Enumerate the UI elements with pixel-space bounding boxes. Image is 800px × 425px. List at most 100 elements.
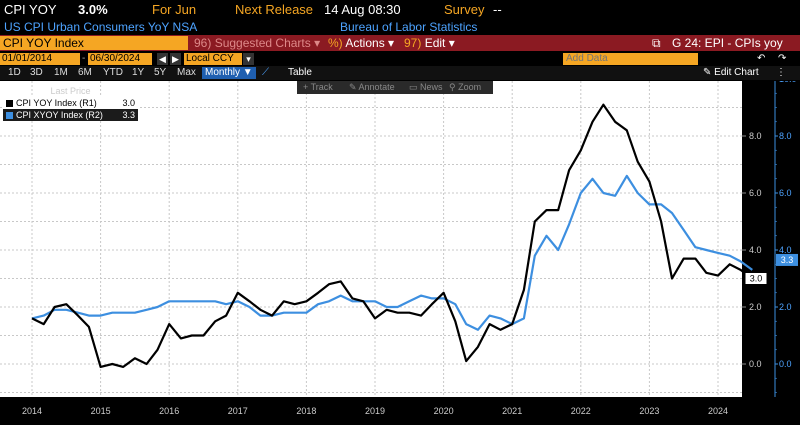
last-value: 3.0% bbox=[78, 2, 108, 17]
x-tick-label: 2016 bbox=[159, 406, 179, 416]
security-header: CPI YOY 3.0% For Jun Next Release 14 Aug… bbox=[0, 0, 800, 19]
y-right-tick-label: 4.0 bbox=[779, 245, 792, 255]
edit-chart-button[interactable]: ✎ Edit Chart bbox=[703, 67, 759, 79]
more-options-icon[interactable]: ⋮ bbox=[776, 67, 786, 78]
date-range-row: - ◀ ▶ ▾ ↶ ↷ bbox=[0, 53, 800, 65]
actions-menu[interactable]: %) Actions ▾ bbox=[328, 36, 395, 50]
start-date-input[interactable] bbox=[0, 53, 80, 65]
x-tick-label: 2019 bbox=[365, 406, 385, 416]
suggested-charts-menu[interactable]: 96) Suggested Charts ▾ bbox=[194, 36, 321, 50]
legend-title: Last Price bbox=[50, 86, 91, 96]
last-value-badge-cpi bbox=[744, 272, 768, 285]
x-tick-label: 2020 bbox=[434, 406, 454, 416]
series-cpi-yoy bbox=[31, 103, 753, 368]
legend-item-cpi[interactable]: CPI YOY Index (R1) 3.0 bbox=[3, 97, 138, 109]
track-label: Track bbox=[310, 82, 333, 92]
currency-select[interactable] bbox=[184, 53, 242, 65]
news-label: News bbox=[420, 82, 443, 92]
right-axis-area bbox=[742, 81, 800, 425]
security-description: US CPI Urban Consumers YoY NSA bbox=[4, 20, 198, 34]
survey-value: -- bbox=[493, 2, 502, 17]
release-period: For Jun bbox=[152, 2, 197, 17]
currency-dropdown-icon[interactable]: ▾ bbox=[243, 53, 254, 65]
period-6m[interactable]: 6M bbox=[78, 67, 92, 78]
legend-item-core[interactable]: CPI XYOY Index (R2) 3.3 bbox=[3, 109, 138, 121]
bottom-axis-area bbox=[0, 397, 800, 425]
annotate-label: Annotate bbox=[358, 82, 395, 92]
news-tool[interactable]: ▭ News bbox=[409, 82, 443, 92]
end-date-input[interactable] bbox=[88, 53, 152, 65]
x-tick-label: 2021 bbox=[502, 406, 522, 416]
period-3d[interactable]: 3D bbox=[30, 67, 43, 78]
legend-swatch-core bbox=[6, 112, 13, 120]
edit-label: Edit bbox=[424, 36, 446, 50]
y-left-tick-label: 6.0 bbox=[749, 188, 762, 198]
ticker-label: CPI YOY bbox=[4, 2, 57, 17]
y-left-tick-label: 8.0 bbox=[749, 131, 762, 141]
y-right-tick-label: 0.0 bbox=[779, 359, 792, 369]
x-tick-label: 2014 bbox=[22, 406, 42, 416]
x-tick-label: 2023 bbox=[639, 406, 659, 416]
last-value-text-cpi: 3.0 bbox=[750, 274, 763, 284]
data-source: Bureau of Labor Statistics bbox=[340, 20, 478, 34]
next-release-label: Next Release bbox=[235, 2, 314, 17]
edit-menu[interactable]: 97) Edit ▾ bbox=[404, 36, 455, 50]
x-tick-label: 2018 bbox=[296, 406, 316, 416]
y-right-tick-label: 6.0 bbox=[779, 188, 792, 198]
x-tick-label: 2022 bbox=[571, 406, 591, 416]
launch-icon[interactable]: ⧉ bbox=[652, 36, 661, 50]
cpi-line-chart: 2014 2015 2016 2017 2018 2019 2020 2021 2022 2023… bbox=[0, 81, 800, 425]
x-tick-label: 2017 bbox=[228, 406, 248, 416]
series-cpi-xyoy bbox=[31, 174, 753, 331]
edit-num: 97) bbox=[404, 36, 422, 50]
survey-label: Survey bbox=[444, 2, 485, 17]
x-tick-label: 2015 bbox=[91, 406, 111, 416]
next-release-time: 14 Aug 08:30 bbox=[324, 2, 401, 17]
y-left-tick-label: 0.0 bbox=[749, 359, 762, 369]
track-tool[interactable]: + Track bbox=[303, 82, 333, 92]
undo-icon[interactable]: ↶ bbox=[757, 53, 766, 64]
y-left-tick-label: 2.0 bbox=[749, 302, 762, 312]
legend-value-core: 3.3 bbox=[122, 110, 135, 120]
add-data-input[interactable] bbox=[563, 53, 698, 65]
frequency-select[interactable]: Monthly ▼ bbox=[202, 67, 256, 79]
suggested-charts-num: 96) bbox=[194, 36, 212, 50]
period-1y[interactable]: 1Y bbox=[132, 67, 145, 78]
line-chart-icon[interactable]: ⟋ bbox=[262, 67, 269, 78]
edit-chart-label: Edit Chart bbox=[714, 67, 759, 78]
annotate-tool[interactable]: ✎ Annotate bbox=[349, 82, 395, 92]
legend-label-core: CPI XYOY Index (R2) bbox=[16, 110, 103, 120]
toolbar: 96) Suggested Charts ▾ %) Actions ▾ 97) … bbox=[0, 35, 800, 51]
y-right-tick-label: 2.0 bbox=[779, 302, 792, 312]
period-max[interactable]: Max bbox=[177, 67, 196, 78]
security-input[interactable] bbox=[0, 36, 188, 50]
last-value-badge-core bbox=[776, 253, 798, 266]
zoom-tool[interactable]: ⚲ Zoom bbox=[449, 82, 482, 92]
frequency-label: Monthly bbox=[205, 67, 241, 78]
suggested-charts-label: Suggested Charts bbox=[214, 36, 311, 50]
chart-area: 2014 2015 2016 2017 2018 2019 2020 2021 2022 2023… bbox=[0, 81, 800, 425]
chart-legend: Last Price CPI YOY Index (R1) 3.0 CPI XY… bbox=[3, 86, 138, 128]
date-separator: - bbox=[82, 53, 86, 64]
redo-icon[interactable]: ↷ bbox=[778, 53, 787, 64]
forward-arrow-icon[interactable]: ▶ bbox=[170, 53, 181, 65]
table-toggle[interactable]: Table bbox=[288, 67, 312, 78]
period-1d[interactable]: 1D bbox=[8, 67, 21, 78]
period-1m[interactable]: 1M bbox=[54, 67, 68, 78]
y-right-tick-label: 8.0 bbox=[779, 131, 792, 141]
period-row: 1D 3D 1M 6M YTD 1Y 5Y Max Monthly ▼ ⟋ Ta… bbox=[0, 66, 800, 80]
legend-label-cpi: CPI YOY Index (R1) bbox=[16, 98, 97, 108]
chart-title: G 24: EPI - CPIs yoy bbox=[672, 36, 783, 50]
y-right-tick-label: 10.0 bbox=[779, 81, 797, 84]
y-left-tick-label: 4.0 bbox=[749, 245, 762, 255]
period-ytd[interactable]: YTD bbox=[103, 67, 123, 78]
actions-num: %) bbox=[328, 36, 343, 50]
chart-tools: + Track ✎ Annotate ▭ News ⚲ Zoom bbox=[297, 81, 493, 94]
x-tick-label: 2024 bbox=[708, 406, 728, 416]
security-description-row: US CPI Urban Consumers YoY NSA Bureau of… bbox=[0, 19, 800, 35]
wrench-icon: ✎ bbox=[703, 67, 712, 78]
zoom-label: Zoom bbox=[458, 82, 482, 92]
period-5y[interactable]: 5Y bbox=[154, 67, 167, 78]
back-arrow-icon[interactable]: ◀ bbox=[157, 53, 168, 65]
last-value-text-core: 3.3 bbox=[781, 255, 794, 265]
